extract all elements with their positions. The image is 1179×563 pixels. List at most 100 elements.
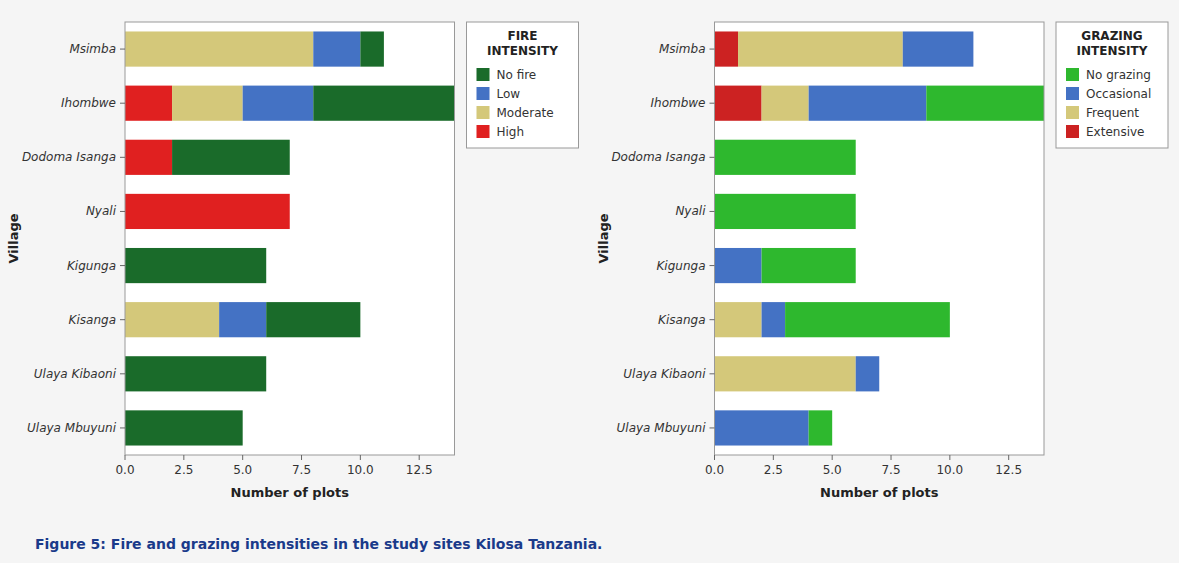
legend: GRAZINGINTENSITYNo grazingOccasionalFreq…	[1056, 22, 1168, 148]
bar-segment	[125, 140, 172, 175]
x-tick-label: 0.0	[115, 463, 134, 477]
bar-segment	[879, 356, 880, 391]
x-tick	[301, 455, 302, 460]
legend-swatch	[1066, 106, 1079, 119]
legend-box	[467, 22, 579, 148]
x-tick	[832, 455, 833, 460]
y-tick	[120, 157, 125, 158]
legend-box	[1056, 22, 1168, 148]
y-tick	[710, 373, 715, 374]
x-axis-label: Number of plots	[820, 485, 939, 500]
bar-segment	[313, 86, 454, 121]
legend-title: FIREINTENSITY	[487, 29, 558, 58]
bar-segment	[289, 194, 290, 229]
legend-label: No fire	[497, 68, 537, 82]
bar-segment	[809, 86, 927, 121]
y-tick-label: Ihombwe	[651, 96, 706, 110]
plot-frame	[715, 22, 1045, 455]
x-tick-label: 2.5	[764, 463, 783, 477]
bar-segment	[715, 140, 856, 175]
x-tick	[949, 455, 950, 460]
legend: FIREINTENSITYNo fireLowModerateHigh	[467, 22, 579, 148]
legend-swatch	[1066, 68, 1079, 81]
y-tick	[120, 211, 125, 212]
bar-segment	[125, 302, 219, 337]
y-tick-label: Kigunga	[656, 259, 705, 273]
chart: 0.02.55.07.510.012.5MsimbaIhombweDodoma …	[596, 22, 1169, 500]
bar-segment	[762, 302, 786, 337]
y-axis-label: Village	[6, 213, 21, 263]
bar-segment	[715, 31, 739, 66]
x-axis-label: Number of plots	[231, 485, 350, 500]
y-axis-label: Village	[596, 213, 611, 263]
x-tick	[714, 455, 715, 460]
legend-swatch	[1066, 87, 1079, 100]
x-tick-label: 5.0	[823, 463, 842, 477]
y-tick-label: Nyali	[675, 204, 706, 218]
bar-segment	[715, 194, 856, 229]
bar-segment	[125, 248, 266, 283]
y-tick	[710, 157, 715, 158]
y-tick-label: Dodoma Isanga	[22, 150, 116, 164]
legend-title-line: GRAZING	[1081, 29, 1142, 43]
x-tick	[125, 455, 126, 460]
x-tick-label: 7.5	[881, 463, 900, 477]
legend-title-line: FIRE	[507, 29, 537, 43]
bar-segment	[360, 31, 384, 66]
x-tick-label: 10.0	[347, 463, 374, 477]
bar-segment	[266, 302, 360, 337]
caption: Figure 5: Fire and grazing intensities i…	[35, 536, 602, 552]
x-tick-label: 12.5	[995, 463, 1022, 477]
bar-segment	[219, 302, 266, 337]
legend-title-line: INTENSITY	[487, 44, 558, 58]
bar-segment	[715, 356, 856, 391]
bar-segment	[809, 410, 833, 445]
background	[0, 0, 1179, 563]
bar-segment	[125, 86, 172, 121]
x-tick	[773, 455, 774, 460]
bar-segment	[289, 194, 290, 229]
legend-title-line: INTENSITY	[1077, 44, 1148, 58]
legend-label: Moderate	[497, 106, 554, 120]
y-tick-label: Msimba	[69, 42, 116, 56]
legend-label: No grazing	[1086, 68, 1151, 82]
y-tick	[120, 373, 125, 374]
bar-segment	[973, 31, 974, 66]
bar-segment	[125, 194, 290, 229]
y-tick	[120, 265, 125, 266]
bar-segment	[172, 86, 243, 121]
bar-segment	[856, 356, 880, 391]
bar-segment	[715, 248, 762, 283]
y-tick-label: Dodoma Isanga	[611, 150, 705, 164]
x-tick	[891, 455, 892, 460]
bar-segment	[125, 410, 243, 445]
y-tick-label: Ulaya Kibaoni	[623, 367, 706, 381]
x-tick-label: 12.5	[406, 463, 433, 477]
y-tick-label: Msimba	[659, 42, 706, 56]
bar-segment	[762, 248, 856, 283]
figure: 0.0 2.5 5.0 7.5 10.0 12.5 Msimba Ihombwe Dodoma …	[0, 0, 1179, 563]
legend-swatch	[477, 106, 490, 119]
x-tick-label: 7.5	[292, 463, 311, 477]
y-tick	[710, 49, 715, 50]
plot-area	[715, 22, 1045, 455]
legend-label: Low	[497, 87, 521, 101]
y-tick	[120, 319, 125, 320]
bar-segment	[715, 302, 762, 337]
bar-segment	[738, 31, 903, 66]
bar-segment	[243, 86, 314, 121]
x-tick	[419, 455, 420, 460]
legend-swatch	[477, 68, 490, 81]
x-tick-label: 5.0	[233, 463, 252, 477]
bar-segment	[289, 194, 290, 229]
y-tick	[710, 427, 715, 428]
y-tick-label: Kisanga	[69, 313, 116, 327]
y-tick-label: Kigunga	[67, 259, 116, 273]
plot-area	[125, 22, 455, 455]
bar-segment	[125, 356, 266, 391]
legend-swatch	[477, 87, 490, 100]
y-tick-label: Ihombwe	[61, 96, 116, 110]
y-tick	[120, 103, 125, 104]
bars	[715, 31, 1045, 445]
bar-segment	[715, 86, 762, 121]
